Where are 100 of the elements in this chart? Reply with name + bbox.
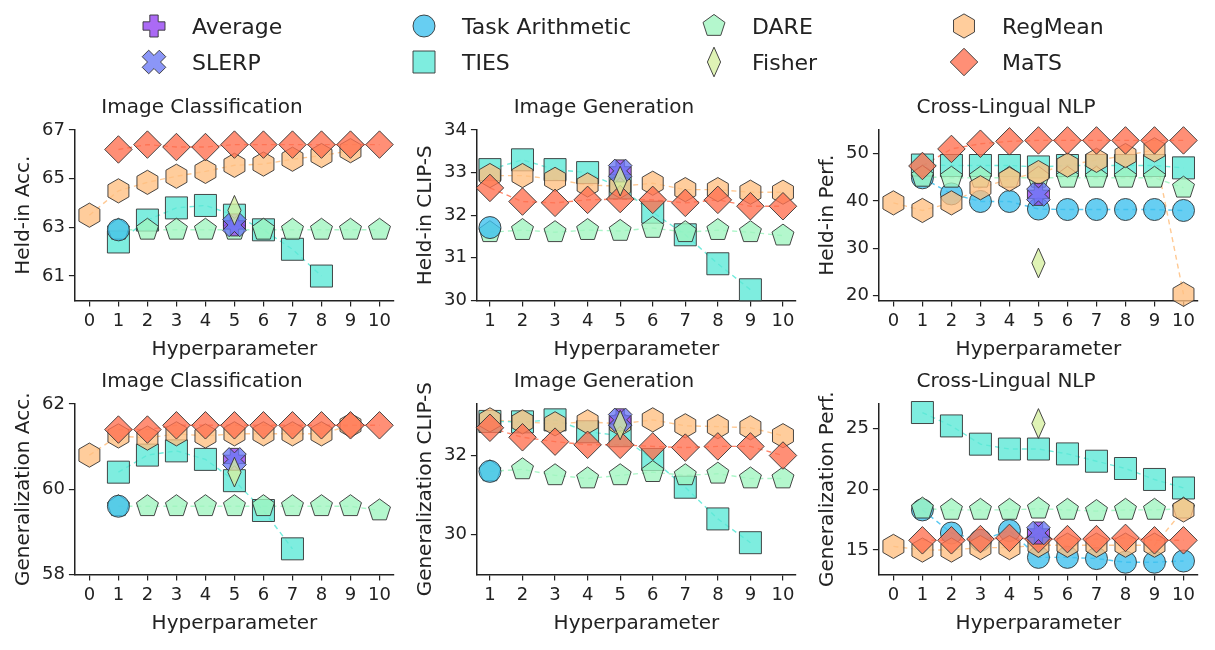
y-tick-label: 33: [444, 160, 467, 182]
x-axis-title: Hyperparameter: [553, 336, 721, 361]
x-tick-label: 5: [1032, 582, 1045, 604]
x-tick-label: 2: [516, 582, 529, 604]
x-tick-label: 2: [141, 582, 154, 604]
legend-label: DARE: [752, 13, 813, 39]
y-tick-label: 61: [42, 263, 65, 285]
x-tick-label: 7: [1090, 582, 1103, 604]
x-tick-label: 1: [484, 308, 496, 330]
x-axis-title: Hyperparameter: [151, 610, 319, 635]
x-tick-label: 4: [581, 308, 594, 330]
y-tick-label: 63: [42, 215, 65, 237]
legend-label: MaTS: [1002, 49, 1062, 75]
chart-title: Image Generation: [513, 94, 695, 119]
x-tick-label: 0: [887, 308, 900, 330]
y-tick-label: 25: [846, 416, 869, 438]
x-tick-label: 6: [1061, 308, 1074, 330]
legend-label: RegMean: [1002, 13, 1104, 39]
y-tick-label: 65: [42, 166, 65, 188]
x-tick-label: 10: [1172, 308, 1195, 330]
y-tick-label: 15: [846, 537, 869, 559]
chart-title: Cross-Lingual NLP: [916, 368, 1096, 393]
y-tick-label: 30: [444, 288, 467, 310]
x-tick-label: 10: [1172, 582, 1195, 604]
y-tick-label: 20: [846, 283, 869, 305]
legend-label: Task Arithmetic: [462, 13, 632, 39]
x-tick-label: 8: [315, 308, 328, 330]
x-tick-label: 5: [614, 308, 626, 330]
x-tick-label: 6: [257, 582, 270, 604]
x-tick-label: 7: [1090, 308, 1103, 330]
y-axis-title: Held-in Acc.: [10, 155, 35, 275]
x-tick-label: 8: [1119, 582, 1132, 604]
chart-title: Image Classification: [101, 368, 303, 393]
y-tick-label: 34: [444, 117, 467, 139]
x-tick-label: 0: [887, 582, 900, 604]
y-axis-title: Held-in Perf.: [814, 154, 839, 276]
x-axis-title: Hyperparameter: [955, 610, 1123, 635]
x-tick-label: 1: [112, 582, 125, 604]
x-tick-label: 4: [581, 582, 594, 604]
x-tick-label: 0: [83, 582, 96, 604]
x-tick-label: 9: [744, 582, 757, 604]
y-tick-label: 62: [42, 391, 65, 413]
x-tick-label: 1: [484, 582, 496, 604]
y-tick-label: 50: [846, 141, 869, 163]
x-tick-label: 3: [549, 582, 561, 604]
x-tick-label: 7: [679, 582, 692, 604]
y-axis-title: Generalization Perf.: [814, 391, 839, 588]
x-tick-label: 3: [170, 308, 183, 330]
x-tick-label: 8: [1119, 308, 1132, 330]
x-tick-label: 9: [1148, 582, 1161, 604]
x-tick-label: 7: [679, 308, 692, 330]
x-tick-label: 6: [1061, 582, 1074, 604]
x-tick-label: 10: [368, 308, 391, 330]
legend-label: TIES: [462, 49, 510, 75]
x-tick-label: 1: [916, 582, 929, 604]
x-tick-label: 6: [257, 308, 270, 330]
x-tick-label: 3: [170, 582, 183, 604]
x-tick-label: 7: [286, 308, 299, 330]
x-tick-label: 8: [712, 582, 724, 604]
x-tick-label: 4: [1003, 308, 1016, 330]
x-tick-label: 8: [315, 582, 328, 604]
x-tick-label: 1: [916, 308, 929, 330]
chart-title: Image Classification: [101, 94, 303, 119]
x-tick-label: 3: [974, 308, 987, 330]
x-tick-label: 2: [945, 582, 958, 604]
x-tick-label: 2: [141, 308, 154, 330]
y-tick-label: 30: [444, 522, 467, 544]
y-tick-label: 60: [42, 476, 65, 498]
x-axis-title: Hyperparameter: [955, 336, 1123, 361]
x-tick-label: 9: [344, 582, 357, 604]
x-tick-label: 2: [516, 308, 529, 330]
x-axis-title: Hyperparameter: [553, 610, 721, 635]
x-tick-label: 1: [112, 308, 125, 330]
x-tick-label: 5: [228, 308, 241, 330]
y-tick-label: 31: [444, 245, 467, 267]
x-tick-label: 10: [771, 582, 795, 604]
x-tick-label: 4: [199, 582, 212, 604]
x-tick-label: 9: [1148, 308, 1161, 330]
legend-label: Fisher: [752, 49, 818, 75]
x-tick-label: 3: [974, 582, 987, 604]
y-tick-label: 20: [846, 476, 869, 498]
x-tick-label: 4: [199, 308, 212, 330]
x-tick-label: 3: [549, 308, 561, 330]
y-tick-label: 30: [846, 236, 869, 258]
x-tick-label: 2: [945, 308, 958, 330]
x-tick-label: 5: [1032, 308, 1045, 330]
legend-label: SLERP: [192, 49, 261, 75]
x-tick-label: 6: [647, 308, 659, 330]
y-tick-label: 32: [444, 443, 467, 465]
x-tick-label: 0: [83, 308, 96, 330]
y-axis-title: Held-in CLIP-S: [412, 145, 437, 286]
x-tick-label: 7: [286, 582, 299, 604]
x-tick-label: 5: [228, 582, 241, 604]
x-tick-label: 8: [712, 308, 724, 330]
x-tick-label: 5: [614, 582, 626, 604]
x-tick-label: 9: [344, 308, 357, 330]
y-axis-title: Generalization CLIP-S: [412, 382, 437, 597]
x-axis-title: Hyperparameter: [151, 336, 319, 361]
chart-title: Cross-Lingual NLP: [916, 94, 1096, 119]
x-tick-label: 10: [771, 308, 795, 330]
